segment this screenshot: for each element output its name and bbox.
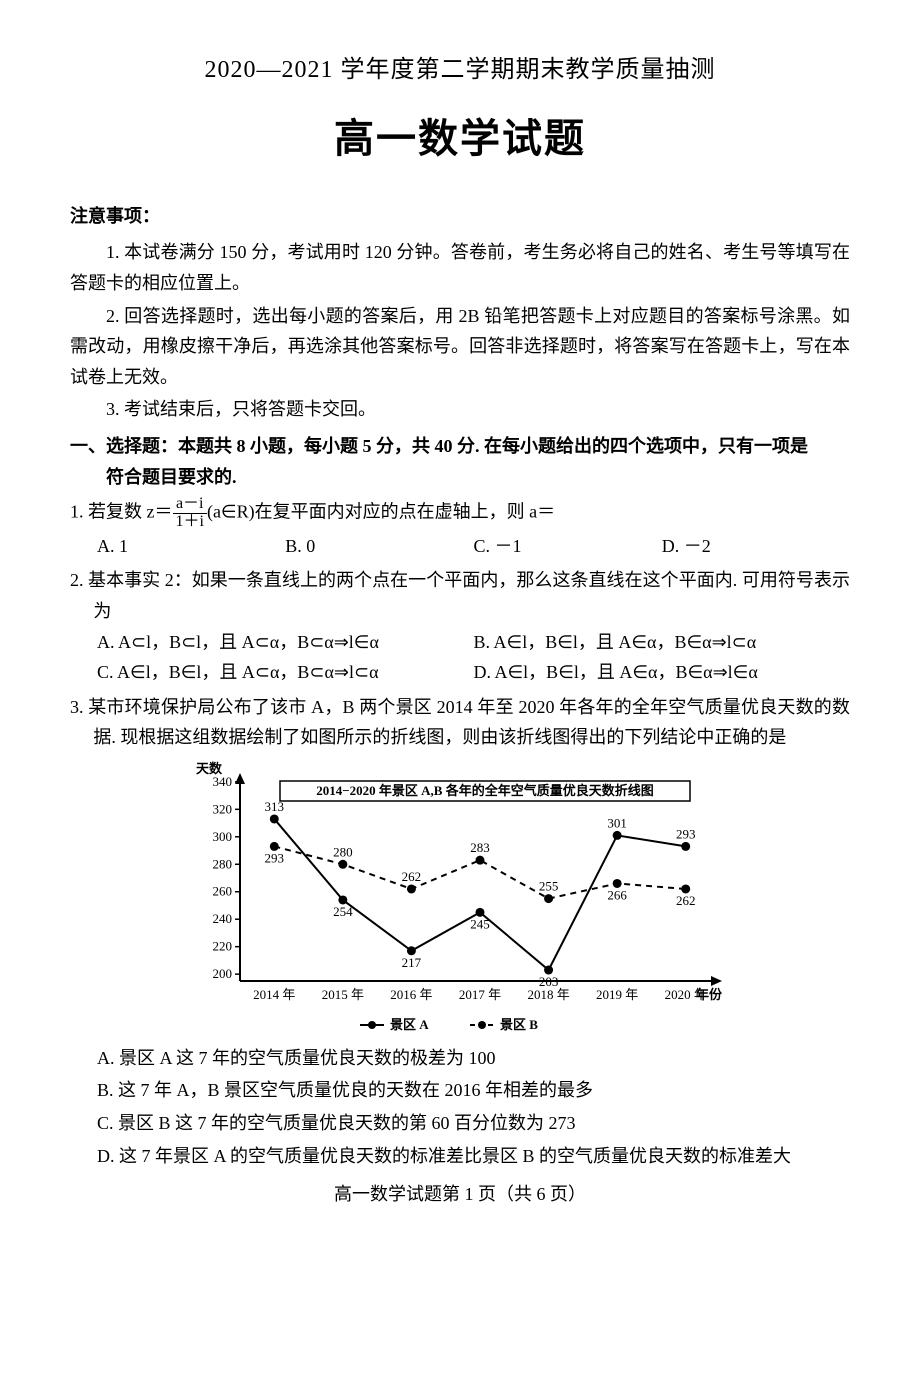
notice-item-2: 2. 回答选择题时，选出每小题的答案后，用 2B 铅笔把答题卡上对应题目的答案标… (70, 301, 850, 393)
section-1-title-line2: 符合题目要求的. (70, 462, 850, 493)
question-1-stem: 1. 若复数 z＝a－i1＋i(a∈R)在复平面内对应的点在虚轴上，则 a＝ (70, 496, 850, 531)
q2-opt-a: A. A⊂l，B⊂l，且 A⊂α，B⊂α⇒l∈α (97, 627, 474, 658)
svg-text:262: 262 (676, 893, 696, 908)
svg-text:254: 254 (333, 904, 353, 919)
svg-text:天数: 天数 (196, 761, 223, 776)
q1-opt-c: C. －1 (474, 531, 662, 562)
svg-text:293: 293 (676, 826, 696, 841)
svg-text:年份: 年份 (696, 987, 723, 1002)
svg-text:2019 年: 2019 年 (596, 987, 638, 1002)
chart-container: 200 220 240 260 280 300 320 340天数 2014 年 2015 年 20… (180, 759, 740, 1039)
svg-text:320: 320 (213, 801, 233, 816)
question-2-options: A. A⊂l，B⊂l，且 A⊂α，B⊂α⇒l∈α B. A∈l，B∈l，且 A∈… (70, 627, 850, 688)
q1-post: (a∈R)在复平面内对应的点在虚轴上，则 a＝ (207, 502, 555, 522)
q3-opt-c: C. 景区 B 这 7 年的空气质量优良天数的第 60 百分位数为 273 (70, 1108, 850, 1139)
notice-item-1: 1. 本试卷满分 150 分，考试用时 120 分钟。答卷前，考生务必将自己的姓… (70, 237, 850, 298)
svg-text:200: 200 (213, 966, 233, 981)
svg-text:280: 280 (213, 856, 233, 871)
section-1-title-line1: 一、选择题：本题共 8 小题，每小题 5 分，共 40 分. 在每小题给出的四个… (70, 436, 808, 456)
q3-opt-a: A. 景区 A 这 7 年的空气质量优良天数的极差为 100 (70, 1043, 850, 1074)
svg-text:2017 年: 2017 年 (459, 987, 501, 1002)
svg-text:260: 260 (213, 884, 233, 899)
svg-text:255: 255 (539, 878, 559, 893)
line-chart: 200 220 240 260 280 300 320 340天数 2014 年 2015 年 20… (180, 759, 740, 1039)
svg-text:220: 220 (213, 939, 233, 954)
svg-text:245: 245 (470, 916, 490, 931)
q1-pre: 1. 若复数 z＝ (70, 502, 173, 522)
svg-text:2015 年: 2015 年 (322, 987, 364, 1002)
svg-text:景区 B: 景区 B (500, 1017, 538, 1032)
svg-text:240: 240 (213, 911, 233, 926)
q2-opt-b: B. A∈l，B∈l，且 A∈α，B∈α⇒l⊂α (474, 627, 851, 658)
svg-text:280: 280 (333, 844, 353, 859)
svg-text:217: 217 (402, 955, 422, 970)
question-3: 3. 某市环境保护局公布了该市 A，B 两个景区 2014 年至 2020 年各… (70, 692, 850, 753)
notice-item-3: 3. 考试结束后，只将答题卡交回。 (70, 394, 850, 425)
question-3-options: A. 景区 A 这 7 年的空气质量优良天数的极差为 100 B. 这 7 年 … (70, 1043, 850, 1171)
svg-text:266: 266 (607, 887, 627, 902)
page-footer: 高一数学试题第 1 页（共 6 页） (70, 1179, 850, 1210)
notice-label: 注意事项： (70, 201, 850, 232)
svg-text:203: 203 (539, 974, 559, 989)
svg-text:293: 293 (265, 850, 285, 865)
svg-text:262: 262 (402, 869, 422, 884)
question-1-options: A. 1 B. 0 C. －1 D. －2 (70, 531, 850, 562)
q3-opt-b: B. 这 7 年 A，B 景区空气质量优良的天数在 2016 年相差的最多 (70, 1075, 850, 1106)
svg-text:2014−2020 年景区 A,B 各年的全年空气质量优良天: 2014−2020 年景区 A,B 各年的全年空气质量优良天数折线图 (316, 783, 653, 798)
svg-text:300: 300 (213, 829, 233, 844)
svg-text:景区 A: 景区 A (390, 1017, 429, 1032)
q2-opt-d: D. A∈l，B∈l，且 A∈α，B∈α⇒l∈α (474, 657, 851, 688)
header-title: 高一数学试题 (70, 105, 850, 173)
q3-stem-text: 3. 某市环境保护局公布了该市 A，B 两个景区 2014 年至 2020 年各… (70, 692, 850, 753)
svg-text:2014 年: 2014 年 (253, 987, 295, 1002)
question-1: 1. 若复数 z＝a－i1＋i(a∈R)在复平面内对应的点在虚轴上，则 a＝ A… (70, 496, 850, 561)
q1-frac-den: 1＋i (173, 514, 207, 531)
svg-text:340: 340 (213, 774, 233, 789)
q1-fraction: a－i1＋i (173, 496, 207, 531)
q1-opt-d: D. －2 (662, 531, 850, 562)
question-2-stem: 2. 基本事实 2：如果一条直线上的两个点在一个平面内，那么这条直线在这个平面内… (70, 565, 850, 626)
q1-opt-b: B. 0 (285, 531, 473, 562)
q3-opt-d: D. 这 7 年景区 A 的空气质量优良天数的标准差比景区 B 的空气质量优良天… (70, 1141, 850, 1172)
svg-text:301: 301 (607, 815, 627, 830)
svg-text:313: 313 (265, 799, 285, 814)
q2-stem-text: 2. 基本事实 2：如果一条直线上的两个点在一个平面内，那么这条直线在这个平面内… (70, 565, 850, 626)
question-2: 2. 基本事实 2：如果一条直线上的两个点在一个平面内，那么这条直线在这个平面内… (70, 565, 850, 687)
svg-text:2018 年: 2018 年 (527, 987, 569, 1002)
svg-text:2016 年: 2016 年 (390, 987, 432, 1002)
q1-opt-a: A. 1 (97, 531, 285, 562)
svg-text:283: 283 (470, 840, 490, 855)
question-3-stem: 3. 某市环境保护局公布了该市 A，B 两个景区 2014 年至 2020 年各… (70, 692, 850, 753)
header-subtitle: 2020—2021 学年度第二学期期末教学质量抽测 (70, 50, 850, 91)
q2-opt-c: C. A∈l，B∈l，且 A⊂α，B⊂α⇒l⊂α (97, 657, 474, 688)
section-1-title: 一、选择题：本题共 8 小题，每小题 5 分，共 40 分. 在每小题给出的四个… (70, 431, 850, 492)
q1-frac-num: a－i (173, 496, 207, 514)
